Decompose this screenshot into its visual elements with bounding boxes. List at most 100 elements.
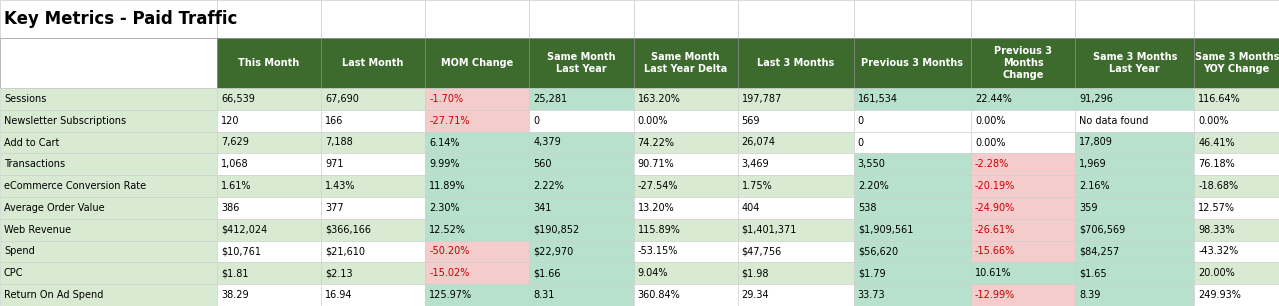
Text: -12.99%: -12.99% xyxy=(975,290,1016,300)
Bar xyxy=(738,219,854,241)
Text: -50.20%: -50.20% xyxy=(430,247,469,256)
Text: 66,539: 66,539 xyxy=(221,94,255,104)
Text: -2.28%: -2.28% xyxy=(975,159,1009,169)
Text: 33.73: 33.73 xyxy=(858,290,885,300)
Text: 360.84%: 360.84% xyxy=(637,290,680,300)
Bar xyxy=(854,263,971,284)
Bar xyxy=(321,241,425,263)
Text: $56,620: $56,620 xyxy=(858,247,898,256)
Text: -1.70%: -1.70% xyxy=(430,94,463,104)
Bar xyxy=(971,38,1076,88)
Text: 249.93%: 249.93% xyxy=(1198,290,1241,300)
Text: $1.65: $1.65 xyxy=(1079,268,1106,278)
Bar xyxy=(971,0,1076,38)
Text: 3,550: 3,550 xyxy=(858,159,885,169)
Text: Add to Cart: Add to Cart xyxy=(4,137,59,147)
Bar xyxy=(217,175,321,197)
Bar xyxy=(530,175,633,197)
Text: 29.34: 29.34 xyxy=(742,290,769,300)
Bar xyxy=(425,197,530,219)
Text: 8.39: 8.39 xyxy=(1079,290,1100,300)
Text: Same 3 Months
Last Year: Same 3 Months Last Year xyxy=(1092,52,1177,74)
Text: MOM Change: MOM Change xyxy=(441,58,513,68)
Bar xyxy=(321,197,425,219)
Text: 2.20%: 2.20% xyxy=(858,181,889,191)
Bar xyxy=(738,0,854,38)
Text: -27.71%: -27.71% xyxy=(430,116,469,126)
Bar xyxy=(0,197,217,219)
Bar xyxy=(321,110,425,132)
Bar xyxy=(633,197,738,219)
Text: $190,852: $190,852 xyxy=(533,225,579,235)
Bar xyxy=(971,284,1076,306)
Text: 98.33%: 98.33% xyxy=(1198,225,1236,235)
Text: 386: 386 xyxy=(221,203,239,213)
Text: 0: 0 xyxy=(858,116,863,126)
Bar xyxy=(633,153,738,175)
Text: $21,610: $21,610 xyxy=(325,247,365,256)
Text: $10,761: $10,761 xyxy=(221,247,261,256)
Bar xyxy=(0,110,217,132)
Bar xyxy=(971,110,1076,132)
Bar xyxy=(425,38,530,88)
Bar xyxy=(0,263,217,284)
Bar xyxy=(217,132,321,153)
Text: Sessions: Sessions xyxy=(4,94,46,104)
Text: 9.04%: 9.04% xyxy=(637,268,668,278)
Text: $84,257: $84,257 xyxy=(1079,247,1119,256)
Text: 0: 0 xyxy=(858,137,863,147)
Bar xyxy=(854,241,971,263)
Text: Same Month
Last Year: Same Month Last Year xyxy=(547,52,615,74)
Bar xyxy=(854,219,971,241)
Text: 7,629: 7,629 xyxy=(221,137,249,147)
Bar xyxy=(217,88,321,110)
Bar xyxy=(854,153,971,175)
Bar xyxy=(738,175,854,197)
Bar xyxy=(738,110,854,132)
Bar xyxy=(217,263,321,284)
Bar xyxy=(1076,241,1195,263)
Bar xyxy=(854,0,971,38)
Bar xyxy=(425,110,530,132)
Bar xyxy=(971,88,1076,110)
Bar xyxy=(633,263,738,284)
Bar xyxy=(854,175,971,197)
Bar xyxy=(1195,284,1279,306)
Bar xyxy=(854,197,971,219)
Bar xyxy=(1076,197,1195,219)
Text: 26,074: 26,074 xyxy=(742,137,775,147)
Text: 8.31: 8.31 xyxy=(533,290,555,300)
Bar xyxy=(425,132,530,153)
Bar xyxy=(425,175,530,197)
Text: 161,534: 161,534 xyxy=(858,94,898,104)
Bar xyxy=(321,263,425,284)
Bar xyxy=(633,38,738,88)
Text: Average Order Value: Average Order Value xyxy=(4,203,105,213)
Text: 74.22%: 74.22% xyxy=(637,137,674,147)
Bar xyxy=(425,153,530,175)
Bar xyxy=(1076,263,1195,284)
Text: No data found: No data found xyxy=(1079,116,1149,126)
Text: 125.97%: 125.97% xyxy=(430,290,472,300)
Bar xyxy=(738,284,854,306)
Text: Web Revenue: Web Revenue xyxy=(4,225,72,235)
Bar xyxy=(971,219,1076,241)
Text: Newsletter Subscriptions: Newsletter Subscriptions xyxy=(4,116,127,126)
Text: 163.20%: 163.20% xyxy=(637,94,680,104)
Bar xyxy=(530,263,633,284)
Text: Spend: Spend xyxy=(4,247,35,256)
Bar xyxy=(321,38,425,88)
Text: Previous 3 Months: Previous 3 Months xyxy=(861,58,963,68)
Bar xyxy=(1195,175,1279,197)
Text: 116.64%: 116.64% xyxy=(1198,94,1241,104)
Bar xyxy=(0,0,217,38)
Bar xyxy=(738,132,854,153)
Bar xyxy=(738,263,854,284)
Text: 341: 341 xyxy=(533,203,551,213)
Bar xyxy=(0,38,217,88)
Text: 1.75%: 1.75% xyxy=(742,181,773,191)
Text: Last 3 Months: Last 3 Months xyxy=(757,58,834,68)
Text: 166: 166 xyxy=(325,116,344,126)
Text: 1.43%: 1.43% xyxy=(325,181,356,191)
Text: 13.20%: 13.20% xyxy=(637,203,674,213)
